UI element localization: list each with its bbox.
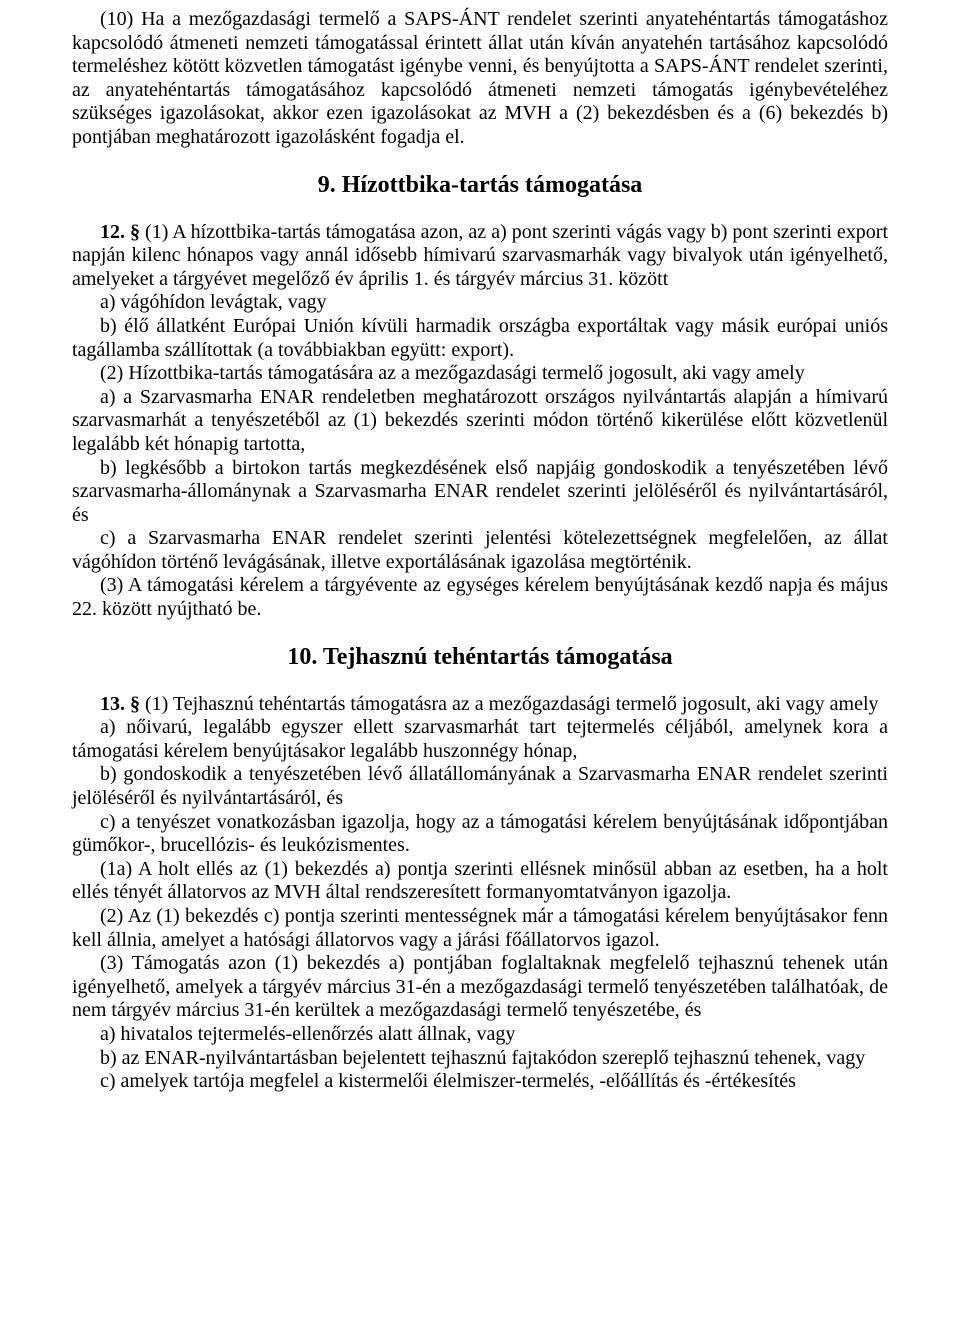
section12-p2a: a) a Szarvasmarha ENAR rendeletben megha… [72,386,888,457]
section12-p3: (3) A támogatási kérelem a tárgyévente a… [72,574,888,621]
paragraph-10: (10) Ha a mezőgazdasági termelő a SAPS-Á… [72,8,888,150]
section13-lead: 13. § [100,693,140,715]
section13-p3b: b) az ENAR-nyilvántartásban bejelentett … [72,1047,888,1071]
section12-p2b: b) legkésőbb a birtokon tartás megkezdés… [72,457,888,528]
section13-p2: (2) Az (1) bekezdés c) pontja szerinti m… [72,905,888,952]
section13-p1-text: (1) Tejhasznú tehéntartás támogatásra az… [140,693,879,715]
section13-p3a: a) hivatalos tejtermelés-ellenőrzés alat… [72,1023,888,1047]
section13-a: a) nőivarú, legalább egyszer ellett szar… [72,716,888,763]
section12-p2c: c) a Szarvasmarha ENAR rendelet szerinti… [72,527,888,574]
section12-p1: 12. § (1) A hízottbika-tartás támogatása… [72,221,888,292]
section12-b: b) élő állatként Európai Unión kívüli ha… [72,315,888,362]
section12-a: a) vágóhídon levágtak, vagy [72,291,888,315]
heading-10: 10. Tejhasznú tehéntartás támogatása [72,644,888,671]
section13-b: b) gondoskodik a tenyészetében lévő álla… [72,763,888,810]
section13-p1: 13. § (1) Tejhasznú tehéntartás támogatá… [72,693,888,717]
section13-p3: (3) Támogatás azon (1) bekezdés a) pontj… [72,952,888,1023]
section12-p2: (2) Hízottbika-tartás támogatására az a … [72,362,888,386]
section12-p1-text: (1) A hízottbika-tartás támogatása azon,… [72,221,888,290]
section13-p3c: c) amelyek tartója megfelel a kistermelő… [72,1070,888,1094]
section13-c: c) a tenyészet vonatkozásban igazolja, h… [72,811,888,858]
heading-9: 9. Hízottbika-tartás támogatása [72,172,888,199]
section12-lead: 12. § [100,221,140,243]
document-page: (10) Ha a mezőgazdasági termelő a SAPS-Á… [0,0,960,1114]
section13-p1a: (1a) A holt ellés az (1) bekezdés a) pon… [72,858,888,905]
